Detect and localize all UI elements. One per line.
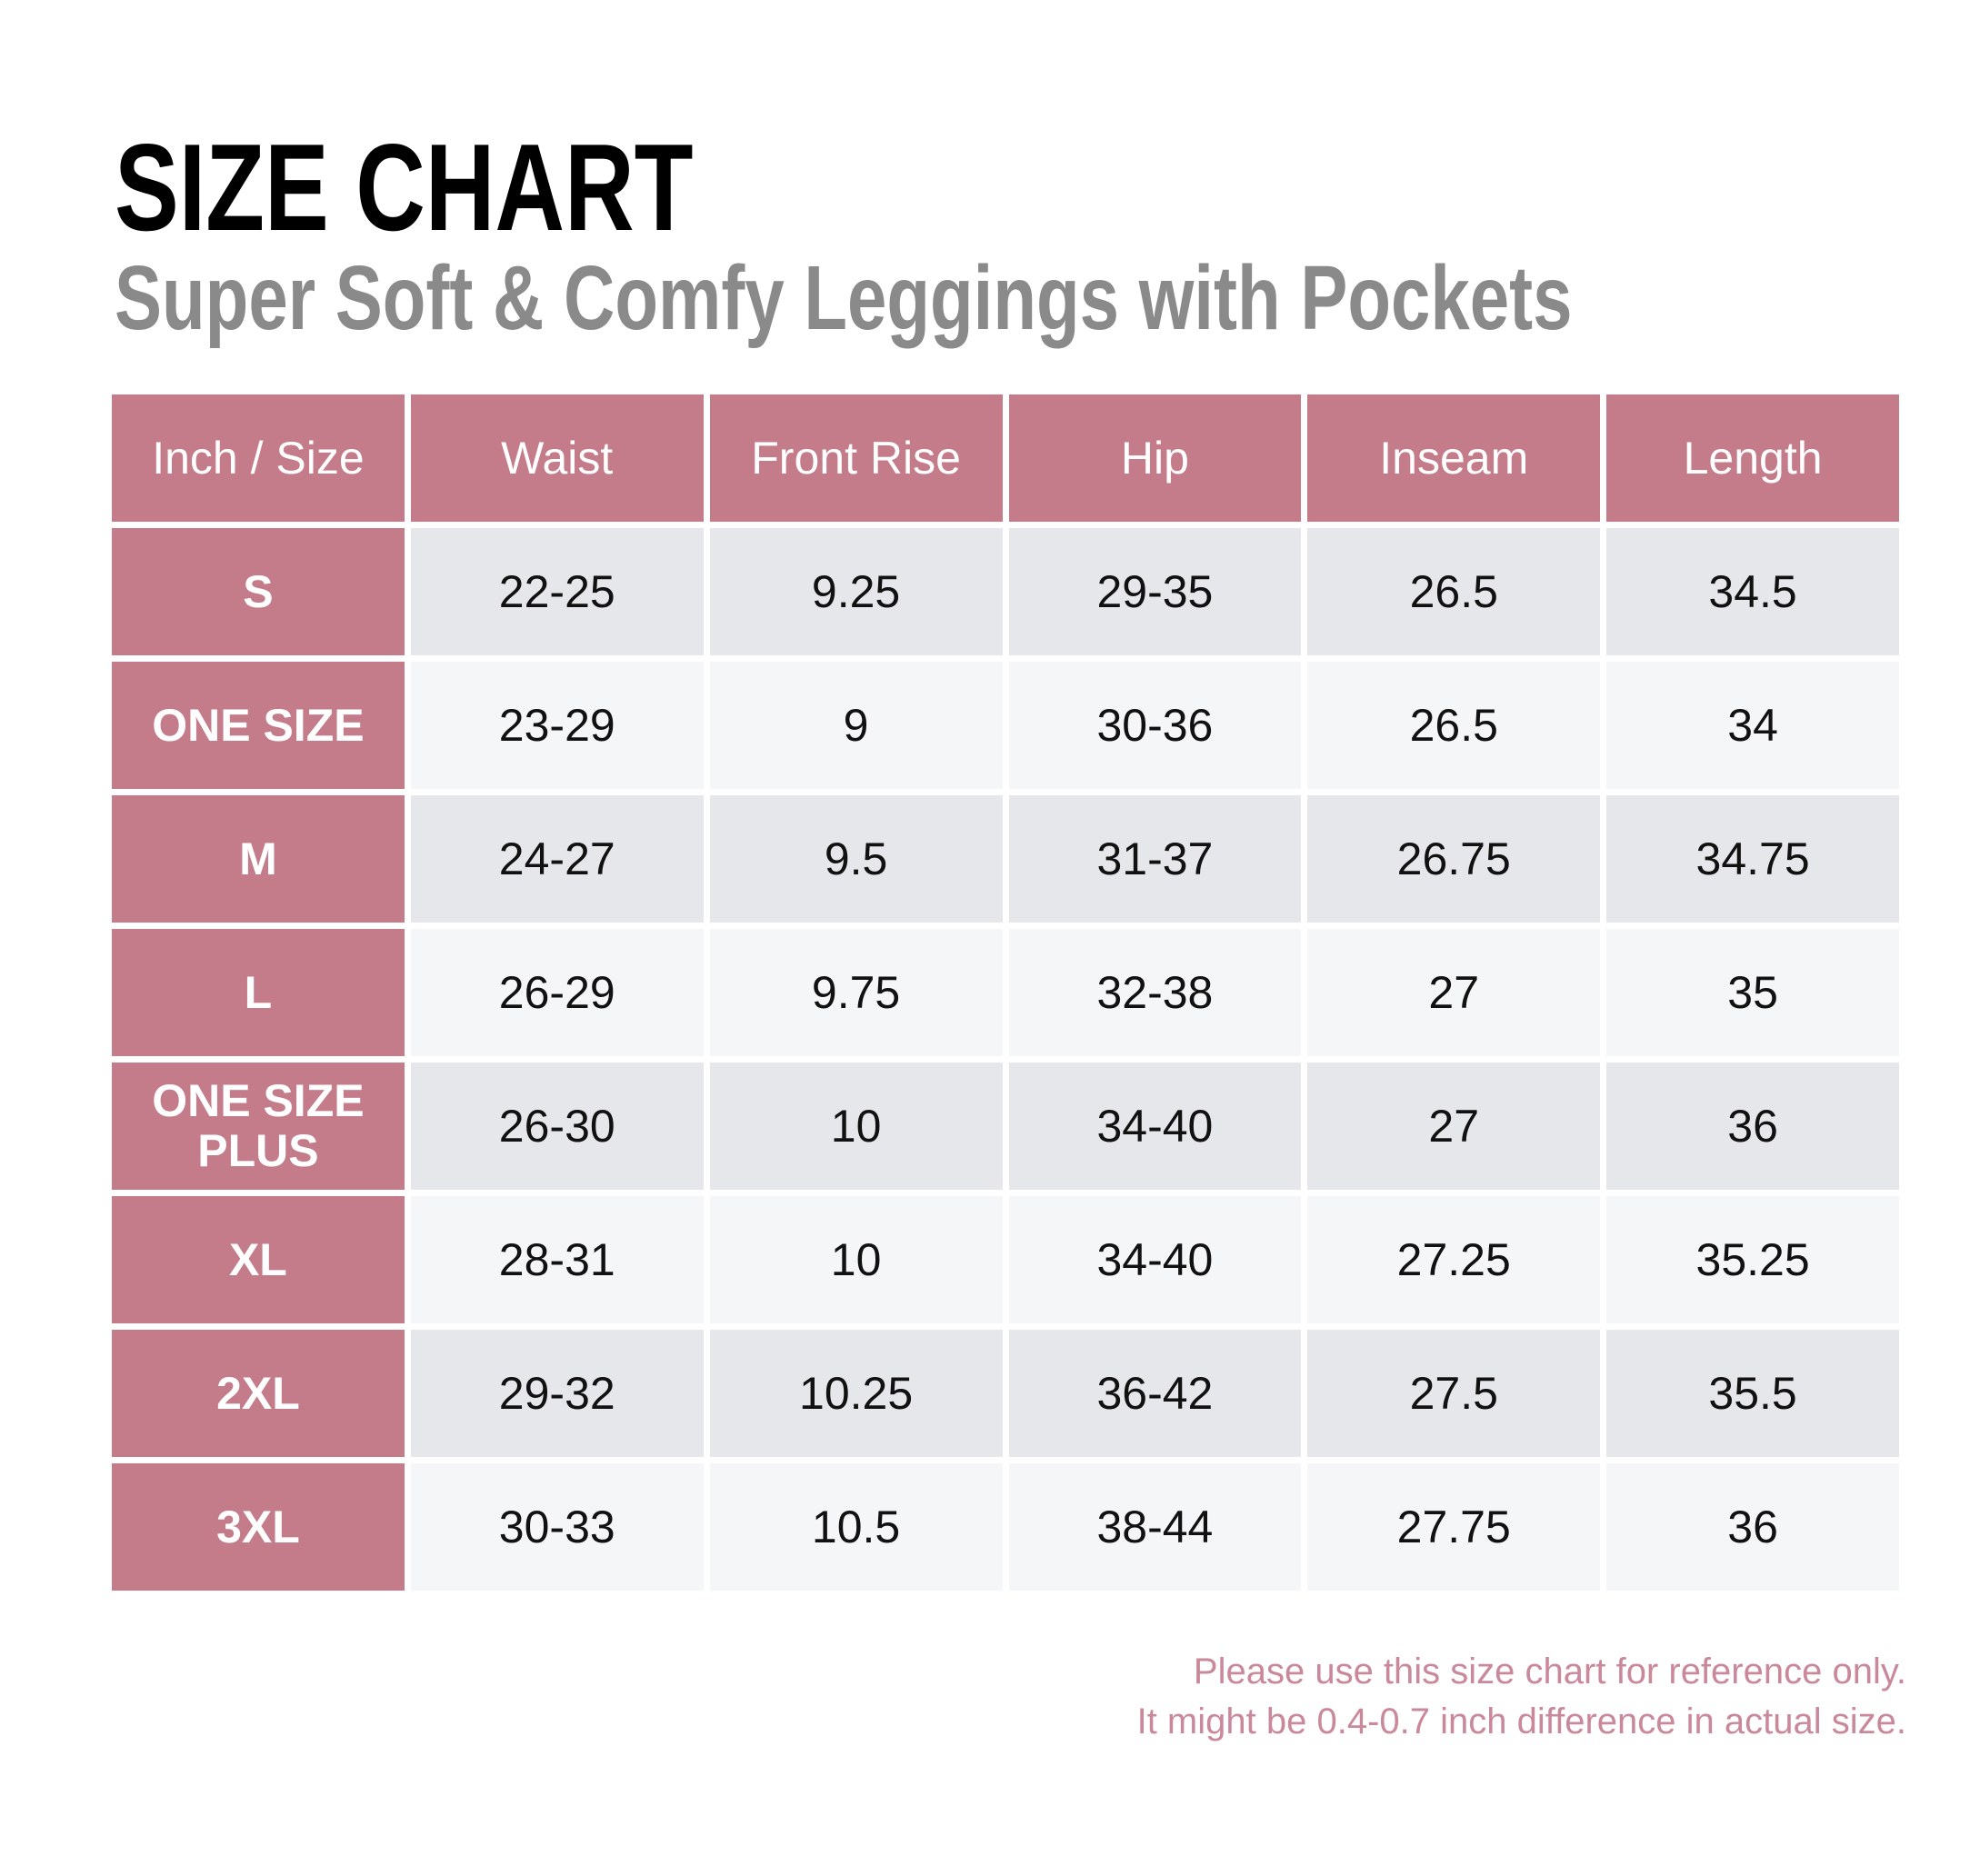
header-cell: Inch / Size bbox=[112, 394, 405, 522]
data-cell: 9.5 bbox=[709, 795, 1003, 923]
data-cell: 28-31 bbox=[410, 1196, 704, 1323]
data-cell: 22-25 bbox=[410, 528, 704, 655]
data-cell: 30-36 bbox=[1008, 662, 1302, 789]
data-cell: 9.75 bbox=[709, 929, 1003, 1056]
data-cell: 34.75 bbox=[1606, 795, 1899, 923]
header-cell: Hip bbox=[1008, 394, 1302, 522]
title: SIZE CHART bbox=[115, 118, 694, 256]
data-cell: 30-33 bbox=[410, 1463, 704, 1591]
subtitle: Super Soft & Comfy Leggings with Pockets bbox=[115, 247, 1573, 349]
size-cell: L bbox=[112, 929, 405, 1056]
data-cell: 38-44 bbox=[1008, 1463, 1302, 1591]
footer-line: It might be 0.4-0.7 inch difference in a… bbox=[1136, 1701, 1906, 1741]
data-cell: 10 bbox=[709, 1196, 1003, 1323]
size-cell: 2XL bbox=[112, 1330, 405, 1457]
data-cell: 27.5 bbox=[1307, 1330, 1601, 1457]
data-cell: 34-40 bbox=[1008, 1196, 1302, 1323]
size-cell: XL bbox=[112, 1196, 405, 1323]
data-cell: 35 bbox=[1606, 929, 1899, 1056]
header-cell: Front Rise bbox=[709, 394, 1003, 522]
data-cell: 23-29 bbox=[410, 662, 704, 789]
data-cell: 10.25 bbox=[709, 1330, 1003, 1457]
data-cell: 10 bbox=[709, 1063, 1003, 1190]
data-cell: 9 bbox=[709, 662, 1003, 789]
data-cell: 27.75 bbox=[1307, 1463, 1601, 1591]
data-cell: 26.5 bbox=[1307, 528, 1601, 655]
size-cell: ONE SIZE PLUS bbox=[112, 1063, 405, 1190]
data-cell: 34 bbox=[1606, 662, 1899, 789]
data-cell: 36 bbox=[1606, 1063, 1899, 1190]
data-cell: 29-32 bbox=[410, 1330, 704, 1457]
data-cell: 36-42 bbox=[1008, 1330, 1302, 1457]
data-cell: 34-40 bbox=[1008, 1063, 1302, 1190]
data-cell: 26-29 bbox=[410, 929, 704, 1056]
size-cell: ONE SIZE bbox=[112, 662, 405, 789]
data-cell: 10.5 bbox=[709, 1463, 1003, 1591]
footer-note: Please use this size chart for reference… bbox=[1137, 1647, 1906, 1747]
data-cell: 26-30 bbox=[410, 1063, 704, 1190]
size-cell: S bbox=[112, 528, 405, 655]
data-cell: 32-38 bbox=[1008, 929, 1302, 1056]
size-table: Inch / Size Waist Front Rise Hip Inseam Lengt… bbox=[112, 394, 1899, 1591]
data-cell: 35.25 bbox=[1606, 1196, 1899, 1323]
data-cell: 34.5 bbox=[1606, 528, 1899, 655]
data-cell: 29-35 bbox=[1008, 528, 1302, 655]
header-cell: Length bbox=[1606, 394, 1899, 522]
header-cell: Inseam bbox=[1307, 394, 1601, 522]
data-cell: 31-37 bbox=[1008, 795, 1302, 923]
size-cell: M bbox=[112, 795, 405, 923]
data-cell: 36 bbox=[1606, 1463, 1899, 1591]
data-cell: 27.25 bbox=[1307, 1196, 1601, 1323]
data-cell: 26.75 bbox=[1307, 795, 1601, 923]
data-cell: 27 bbox=[1307, 929, 1601, 1056]
data-cell: 24-27 bbox=[410, 795, 704, 923]
data-cell: 27 bbox=[1307, 1063, 1601, 1190]
data-cell: 9.25 bbox=[709, 528, 1003, 655]
size-cell: 3XL bbox=[112, 1463, 405, 1591]
header-cell: Waist bbox=[410, 394, 704, 522]
data-cell: 35.5 bbox=[1606, 1330, 1899, 1457]
footer-line: Please use this size chart for reference… bbox=[1193, 1651, 1906, 1691]
data-cell: 26.5 bbox=[1307, 662, 1601, 789]
